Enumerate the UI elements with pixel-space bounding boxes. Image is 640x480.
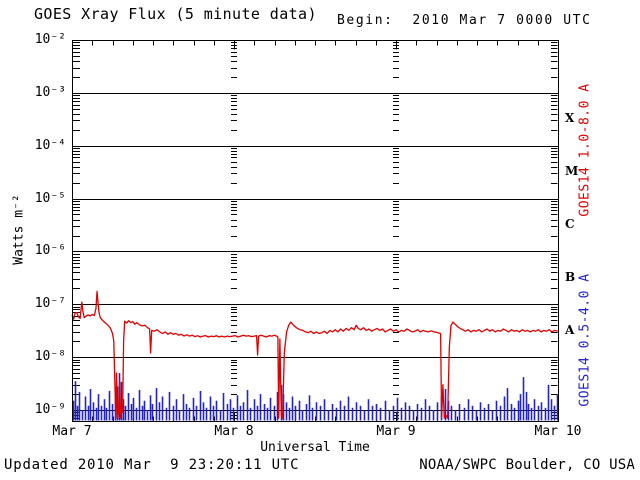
- x-axis-title: Universal Time: [260, 440, 370, 455]
- x-tick-label: Mar 10: [534, 424, 582, 439]
- plot-frame: [72, 40, 559, 422]
- long-wave-series-line: [71, 290, 559, 419]
- begin-timestamp: Begin: 2010 Mar 7 0000 UTC: [337, 13, 592, 28]
- y-tick-label: 10⁻²: [34, 32, 66, 47]
- updated-timestamp: Updated 2010 Mar 9 23:20:11 UTC: [4, 457, 300, 473]
- x-tick-label: Mar 9: [376, 424, 416, 439]
- x-tick-label: Mar 8: [214, 424, 254, 439]
- y-tick-label: 10⁻³: [34, 84, 66, 100]
- y-tick-label: 10⁻⁴: [34, 137, 66, 153]
- blue-series-axis-label: GOES14 0.5-4.0 A: [555, 273, 615, 406]
- frame-rect: [72, 40, 559, 422]
- flare-class-letter: C: [565, 216, 575, 231]
- red-flux-trace: [71, 290, 559, 419]
- blue-series-label-text: GOES14 0.5-4.0 A: [577, 273, 593, 407]
- flare-class-letter: M: [565, 164, 579, 179]
- flare-class-letter: B: [565, 269, 576, 284]
- y-tick-label: 10⁻⁵: [34, 190, 66, 206]
- chart-title: GOES Xray Flux (5 minute data): [34, 5, 317, 23]
- axis-ticks: [73, 40, 558, 422]
- y-tick-label: 10⁻⁷: [34, 296, 66, 312]
- red-series-label-text: GOES14 1.0-8.0 A: [577, 83, 593, 217]
- y-tick-label: 10⁻⁶: [34, 243, 66, 259]
- red-series-axis-label: GOES14 1.0-8.0 A: [555, 83, 615, 216]
- y-tick-label: 10⁻⁸: [34, 349, 66, 365]
- grid-lines: [72, 42, 558, 419]
- credit-text: NOAA/SWPC Boulder, CO USA: [419, 457, 635, 473]
- flare-class-letter: X: [565, 111, 575, 126]
- short-wave-series-bars: [72, 373, 559, 421]
- y-tick-label: 10⁻⁹: [34, 401, 66, 417]
- flare-class-letter: A: [565, 322, 575, 337]
- x-tick-label: Mar 7: [52, 424, 92, 439]
